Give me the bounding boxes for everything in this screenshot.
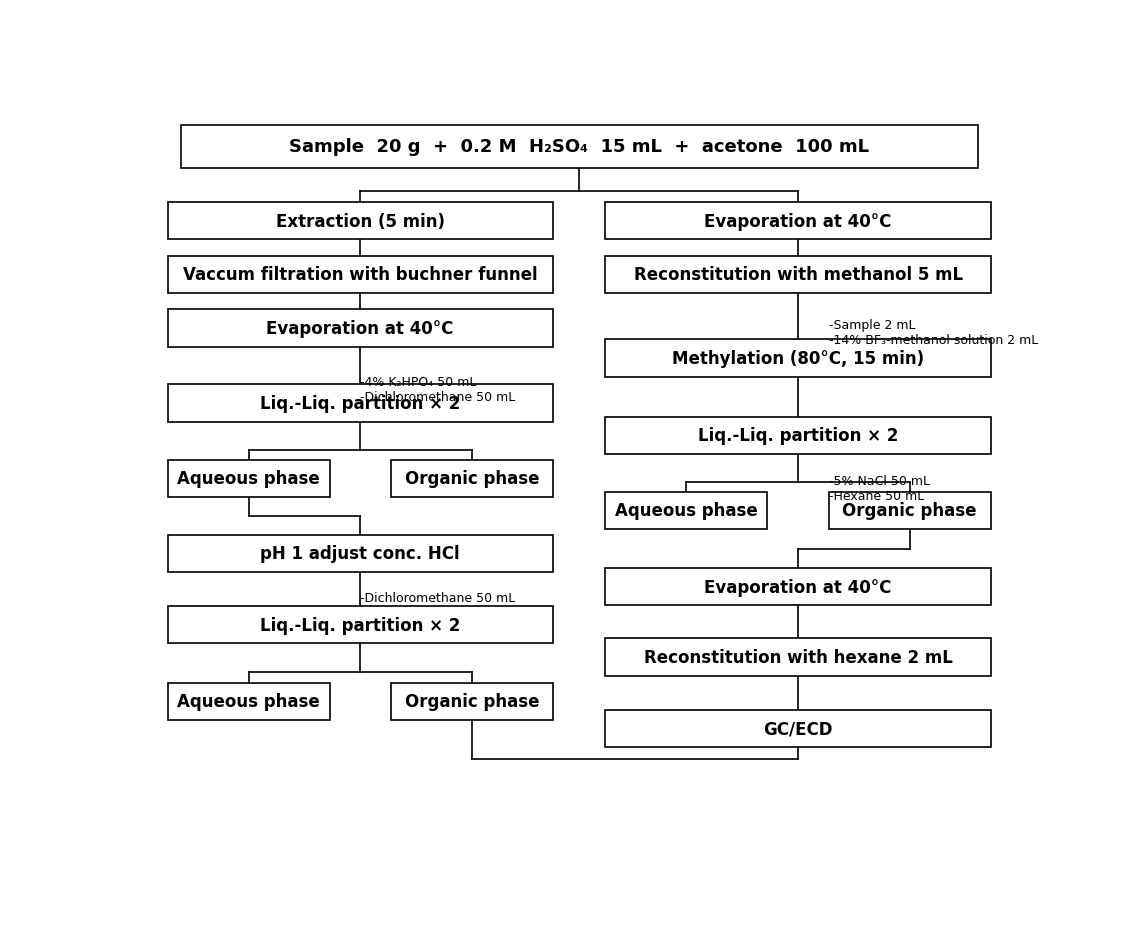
Text: Aqueous phase: Aqueous phase	[177, 692, 320, 711]
Text: -Dichloromethane 50 mL: -Dichloromethane 50 mL	[360, 591, 515, 604]
Text: Evaporation at 40°C: Evaporation at 40°C	[704, 578, 892, 597]
Text: Organic phase: Organic phase	[405, 692, 539, 711]
FancyBboxPatch shape	[606, 638, 991, 676]
FancyBboxPatch shape	[606, 340, 991, 377]
Text: Liq.-Liq. partition × 2: Liq.-Liq. partition × 2	[698, 427, 898, 445]
FancyBboxPatch shape	[606, 492, 767, 529]
Text: Extraction (5 min): Extraction (5 min)	[276, 213, 445, 230]
Text: Liq.-Liq. partition × 2: Liq.-Liq. partition × 2	[260, 616, 460, 634]
Text: Organic phase: Organic phase	[843, 502, 977, 520]
FancyBboxPatch shape	[606, 203, 991, 240]
FancyBboxPatch shape	[167, 310, 553, 347]
Text: Evaporation at 40°C: Evaporation at 40°C	[704, 213, 892, 230]
FancyBboxPatch shape	[167, 683, 330, 720]
FancyBboxPatch shape	[606, 569, 991, 606]
Text: Methylation (80°C, 15 min): Methylation (80°C, 15 min)	[672, 350, 924, 367]
FancyBboxPatch shape	[167, 460, 330, 497]
Text: Aqueous phase: Aqueous phase	[177, 470, 320, 487]
Text: Liq.-Liq. partition × 2: Liq.-Liq. partition × 2	[260, 394, 460, 413]
Text: Reconstitution with hexane 2 mL: Reconstitution with hexane 2 mL	[644, 649, 953, 666]
Text: Organic phase: Organic phase	[405, 470, 539, 487]
Text: Vaccum filtration with buchner funnel: Vaccum filtration with buchner funnel	[183, 266, 538, 284]
Text: -4% K₂HPO₄ 50 mL
-Dichloromethane 50 mL: -4% K₂HPO₄ 50 mL -Dichloromethane 50 mL	[360, 376, 515, 404]
FancyBboxPatch shape	[167, 535, 553, 573]
Text: Evaporation at 40°C: Evaporation at 40°C	[267, 319, 454, 338]
Text: Sample  20 g  +  0.2 M  H₂SO₄  15 mL  +  acetone  100 mL: Sample 20 g + 0.2 M H₂SO₄ 15 mL + aceton…	[289, 138, 869, 156]
Text: Aqueous phase: Aqueous phase	[615, 502, 758, 520]
FancyBboxPatch shape	[167, 203, 553, 240]
FancyBboxPatch shape	[167, 256, 553, 293]
Text: pH 1 adjust conc. HCl: pH 1 adjust conc. HCl	[260, 545, 460, 562]
Text: -5% NaCl 50 mL
-Hexane 50 mL: -5% NaCl 50 mL -Hexane 50 mL	[828, 474, 930, 502]
Text: GC/ECD: GC/ECD	[763, 720, 833, 738]
FancyBboxPatch shape	[606, 418, 991, 455]
Text: Reconstitution with methanol 5 mL: Reconstitution with methanol 5 mL	[634, 266, 963, 284]
FancyBboxPatch shape	[606, 256, 991, 293]
FancyBboxPatch shape	[167, 385, 553, 422]
FancyBboxPatch shape	[181, 125, 977, 169]
FancyBboxPatch shape	[391, 460, 553, 497]
FancyBboxPatch shape	[606, 710, 991, 747]
Text: -Sample 2 mL
-14% BF₃-methanol solution 2 mL: -Sample 2 mL -14% BF₃-methanol solution …	[828, 318, 1038, 346]
FancyBboxPatch shape	[391, 683, 553, 720]
FancyBboxPatch shape	[828, 492, 991, 529]
FancyBboxPatch shape	[167, 607, 553, 644]
